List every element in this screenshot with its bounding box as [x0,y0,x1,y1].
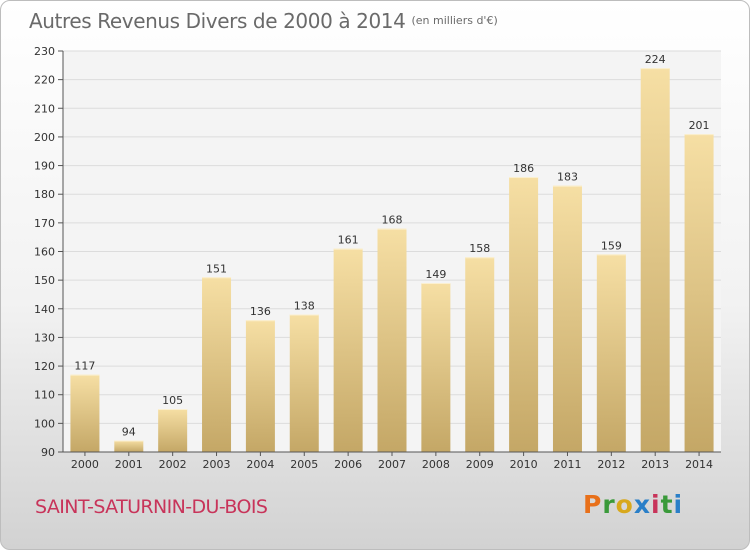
bar [421,283,451,452]
y-tick-label: 220 [34,74,55,87]
x-tick-label: 2003 [203,458,231,471]
brand-letter: t [660,490,674,519]
y-tick-label: 100 [34,417,55,430]
data-label: 161 [338,234,359,247]
x-tick-label: 2006 [334,458,362,471]
brand-letter: r [602,490,616,519]
brand-letter: P [583,490,603,519]
x-tick-label: 2009 [466,458,494,471]
y-tick-label: 160 [34,246,55,259]
data-label: 138 [294,300,315,313]
y-tick-label: 180 [34,188,55,201]
x-tick-label: 2010 [510,458,538,471]
chart-title: Autres Revenus Divers de 2000 à 2014 (en … [29,9,498,33]
title-unit: (en milliers d'€) [411,14,498,27]
bar [552,185,582,452]
y-tick-label: 120 [34,360,55,373]
bar [245,320,275,452]
brand-logo: Proxiti [583,490,683,519]
data-label: 105 [162,394,183,407]
data-label: 151 [206,262,227,275]
bar [377,228,407,452]
data-label: 149 [425,268,446,281]
bar [333,248,363,452]
data-label: 201 [689,119,710,132]
data-label: 94 [122,426,136,439]
x-tick-label: 2012 [597,458,625,471]
data-label: 224 [645,53,666,66]
y-tick-label: 90 [41,446,55,459]
x-tick-label: 2013 [641,458,669,471]
bar [640,68,670,452]
y-tick-label: 210 [34,102,55,115]
data-label: 136 [250,305,271,318]
x-tick-label: 2000 [71,458,99,471]
data-label: 168 [382,214,403,227]
bar [509,177,539,452]
bar [70,374,100,452]
y-tick-label: 110 [34,389,55,402]
x-tick-label: 2011 [553,458,581,471]
x-tick-label: 2004 [246,458,274,471]
bar [202,277,232,452]
x-tick-label: 2014 [685,458,713,471]
y-tick-label: 170 [34,217,55,230]
bars [70,68,714,453]
labels: 90 100 110 120 130 140 150 160 170 180 190 200 210 22… [34,45,713,471]
y-tick-label: 130 [34,331,55,344]
x-tick-label: 2005 [290,458,318,471]
brand-letter: i [651,490,661,519]
bar [684,134,714,453]
bar [289,314,319,452]
bar [158,409,188,452]
data-label: 117 [74,360,95,373]
y-tick-label: 190 [34,160,55,173]
brand-letter: i [673,490,684,519]
y-tick-label: 230 [34,45,55,58]
bar [465,257,495,452]
bar [114,440,144,452]
brand-letter: o [615,490,634,519]
x-tick-label: 2002 [159,458,187,471]
commune-name: SAINT-SATURNIN-DU-BOIS [35,496,268,518]
x-tick-label: 2007 [378,458,406,471]
data-label: 186 [513,162,534,175]
title-text: Autres Revenus Divers de 2000 à 2014 [29,9,406,33]
y-tick-label: 200 [34,131,55,144]
data-label: 158 [469,242,490,255]
x-tick-label: 2008 [422,458,450,471]
brand-letter: x [633,490,651,519]
y-tick-label: 150 [34,274,55,287]
bar [596,254,626,452]
data-label: 183 [557,171,578,184]
axes [58,50,721,456]
x-tick-label: 2001 [115,458,143,471]
y-tick-label: 140 [34,303,55,316]
data-label: 159 [601,239,622,252]
